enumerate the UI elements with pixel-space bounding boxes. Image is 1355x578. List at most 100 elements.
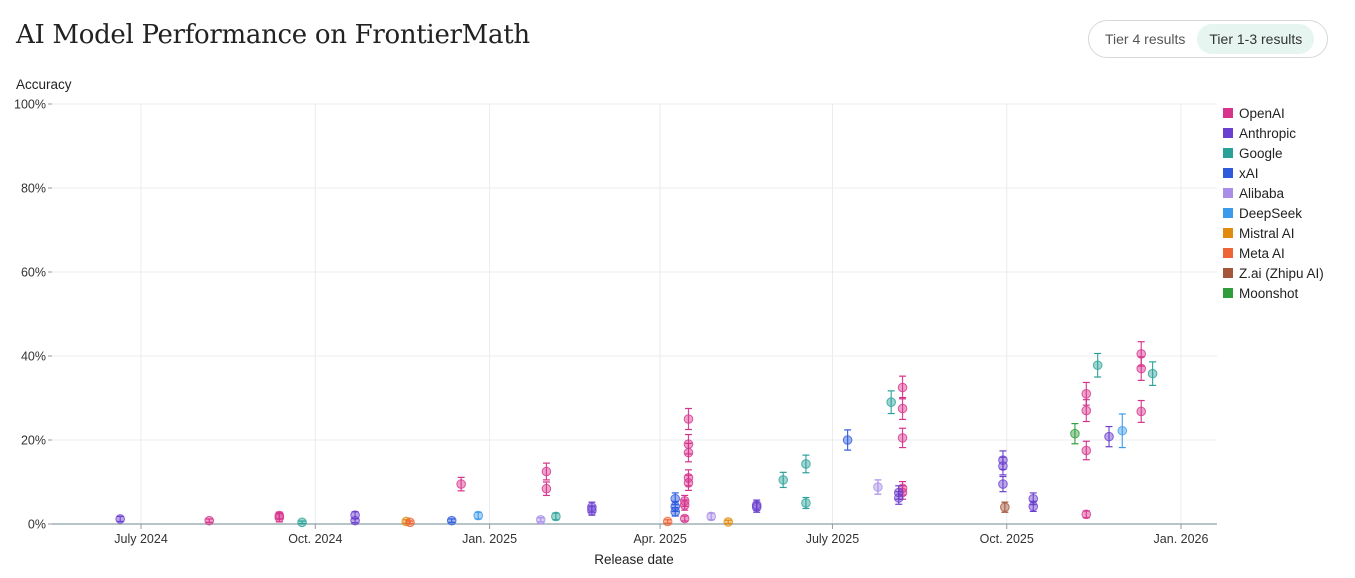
data-point <box>1136 399 1147 423</box>
point-marker <box>1070 428 1080 439</box>
data-point <box>115 514 125 524</box>
x-tick-label: July 2024 <box>114 532 168 546</box>
data-point <box>683 442 694 463</box>
data-point <box>1081 399 1092 423</box>
data-point <box>204 515 215 526</box>
data-point <box>670 507 681 517</box>
legend-item[interactable]: Alibaba <box>1223 183 1324 203</box>
point-marker <box>683 478 694 488</box>
point-marker <box>1028 501 1039 512</box>
x-axis-label: Release date <box>594 552 674 567</box>
data-point <box>1081 509 1092 520</box>
legend-label: Moonshot <box>1239 285 1299 301</box>
data-point <box>683 407 694 431</box>
x-tick-label: Oct. 2024 <box>288 532 342 546</box>
point-marker <box>998 461 1008 471</box>
data-point <box>801 454 811 474</box>
data-point <box>274 510 285 521</box>
point-marker <box>535 515 546 525</box>
legend-swatch <box>1223 148 1233 158</box>
legend-item[interactable]: Meta AI <box>1223 243 1324 263</box>
chart-grid <box>52 103 1217 525</box>
legend-swatch <box>1223 228 1233 238</box>
x-tick-label: Jan. 2025 <box>462 532 517 546</box>
legend-item[interactable]: Mistral AI <box>1223 223 1324 243</box>
tier-1-3-results-tab[interactable]: Tier 1-3 results <box>1197 24 1315 54</box>
data-point <box>679 499 690 511</box>
x-tick-label: July 2025 <box>806 532 860 546</box>
legend-item[interactable]: Anthropic <box>1223 123 1324 143</box>
point-marker <box>886 397 896 408</box>
point-marker <box>723 517 734 527</box>
legend-item[interactable]: DeepSeek <box>1223 203 1324 223</box>
point-marker <box>115 514 125 524</box>
data-point <box>350 515 360 526</box>
y-tick-label: 60% <box>21 266 46 280</box>
legend-label: OpenAI <box>1239 105 1285 121</box>
chart-legend: OpenAI Anthropic Google xAI Alibaba DeepSeek M… <box>1223 103 1324 303</box>
tier-4-results-tab[interactable]: Tier 4 results <box>1105 31 1186 47</box>
point-marker <box>1147 368 1158 379</box>
y-axis-label: Accuracy <box>16 77 72 92</box>
legend-item[interactable]: xAI <box>1223 163 1324 183</box>
legend-label: Anthropic <box>1239 125 1297 141</box>
data-point <box>751 501 762 513</box>
legend-label: Mistral AI <box>1239 225 1295 241</box>
data-point <box>1070 423 1080 445</box>
data-point <box>1104 425 1114 448</box>
point-marker <box>1081 389 1092 399</box>
data-point <box>456 476 466 492</box>
legend-label: Meta AI <box>1239 245 1285 261</box>
y-tick-label: 20% <box>21 434 46 448</box>
data-point <box>897 396 908 421</box>
x-tick-label: Apr. 2025 <box>633 532 687 546</box>
point-marker <box>541 483 552 494</box>
point-marker <box>587 505 597 516</box>
point-marker <box>751 502 762 513</box>
tier-toggle: Tier 4 results Tier 1-3 results <box>1088 20 1328 58</box>
data-point <box>998 456 1008 476</box>
legend-label: DeepSeek <box>1239 205 1303 221</box>
point-marker <box>897 403 908 414</box>
data-point <box>1081 440 1092 461</box>
data-point <box>723 517 734 527</box>
point-marker <box>683 414 694 424</box>
point-marker <box>1081 405 1092 416</box>
point-marker <box>204 515 215 526</box>
legend-item[interactable]: Google <box>1223 143 1324 163</box>
legend-swatch <box>1223 248 1233 258</box>
data-point <box>670 500 681 512</box>
y-tick-label: 80% <box>21 182 46 196</box>
point-marker <box>801 459 811 469</box>
data-point <box>405 517 415 528</box>
point-marker <box>350 515 360 526</box>
point-marker <box>1136 363 1147 374</box>
point-marker <box>456 479 466 489</box>
data-point <box>473 510 484 521</box>
point-marker <box>897 382 908 393</box>
legend-item[interactable]: Z.ai (Zhipu AI) <box>1223 263 1324 283</box>
point-marker <box>842 435 853 445</box>
data-point <box>886 390 896 415</box>
data-point <box>679 513 690 524</box>
point-marker <box>297 517 307 528</box>
legend-item[interactable]: Moonshot <box>1223 283 1324 303</box>
data-point <box>297 517 307 528</box>
legend-swatch <box>1223 288 1233 298</box>
point-marker <box>551 511 561 522</box>
point-marker <box>679 513 690 524</box>
legend-swatch <box>1223 268 1233 278</box>
point-marker <box>873 482 883 492</box>
legend-item[interactable]: OpenAI <box>1223 103 1324 123</box>
data-point <box>998 475 1008 493</box>
data-point <box>535 515 546 525</box>
point-marker <box>778 475 789 485</box>
point-marker <box>1081 445 1092 456</box>
point-marker <box>998 479 1008 489</box>
y-tick-label: 0% <box>28 518 46 532</box>
x-tick-label: Oct. 2025 <box>980 532 1034 546</box>
chart-points <box>115 341 1158 528</box>
data-point <box>1117 413 1128 449</box>
data-point <box>541 462 552 481</box>
